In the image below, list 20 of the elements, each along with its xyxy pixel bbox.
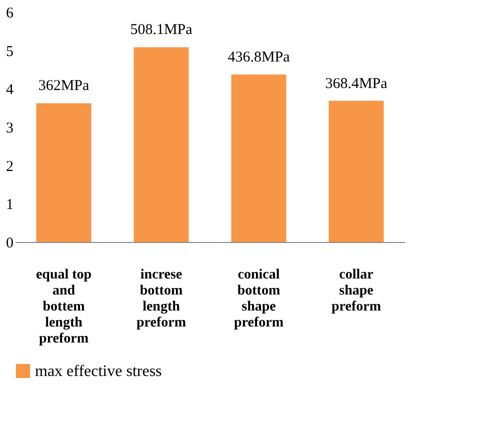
- x-tick-label: increse bottom length preform: [136, 268, 186, 330]
- y-tick-label: 2: [6, 158, 14, 175]
- bar: [134, 47, 189, 242]
- y-tick-label: 0: [6, 236, 14, 252]
- x-tick-label: collar shape preform: [332, 268, 382, 314]
- text: 368.4MPa: [325, 76, 388, 92]
- text: 508.1MPa: [130, 22, 192, 38]
- y-tick-label: 1: [6, 197, 14, 214]
- bar: [328, 100, 384, 242]
- y-tick-label: 3: [6, 120, 14, 136]
- text: 362MPa: [38, 78, 90, 94]
- bar: [231, 74, 286, 242]
- y-tick-label: 4: [6, 82, 14, 98]
- x-tick-label: conical bottom shape preform: [234, 268, 284, 330]
- bar: [36, 103, 92, 242]
- y-tick-label: 5: [6, 44, 14, 60]
- legend-label: max effective stress: [35, 363, 162, 380]
- text: 436.8MPa: [228, 50, 290, 66]
- y-tick-label: 6: [6, 6, 14, 22]
- x-tick-label: equal top and bottem length preform: [36, 268, 92, 346]
